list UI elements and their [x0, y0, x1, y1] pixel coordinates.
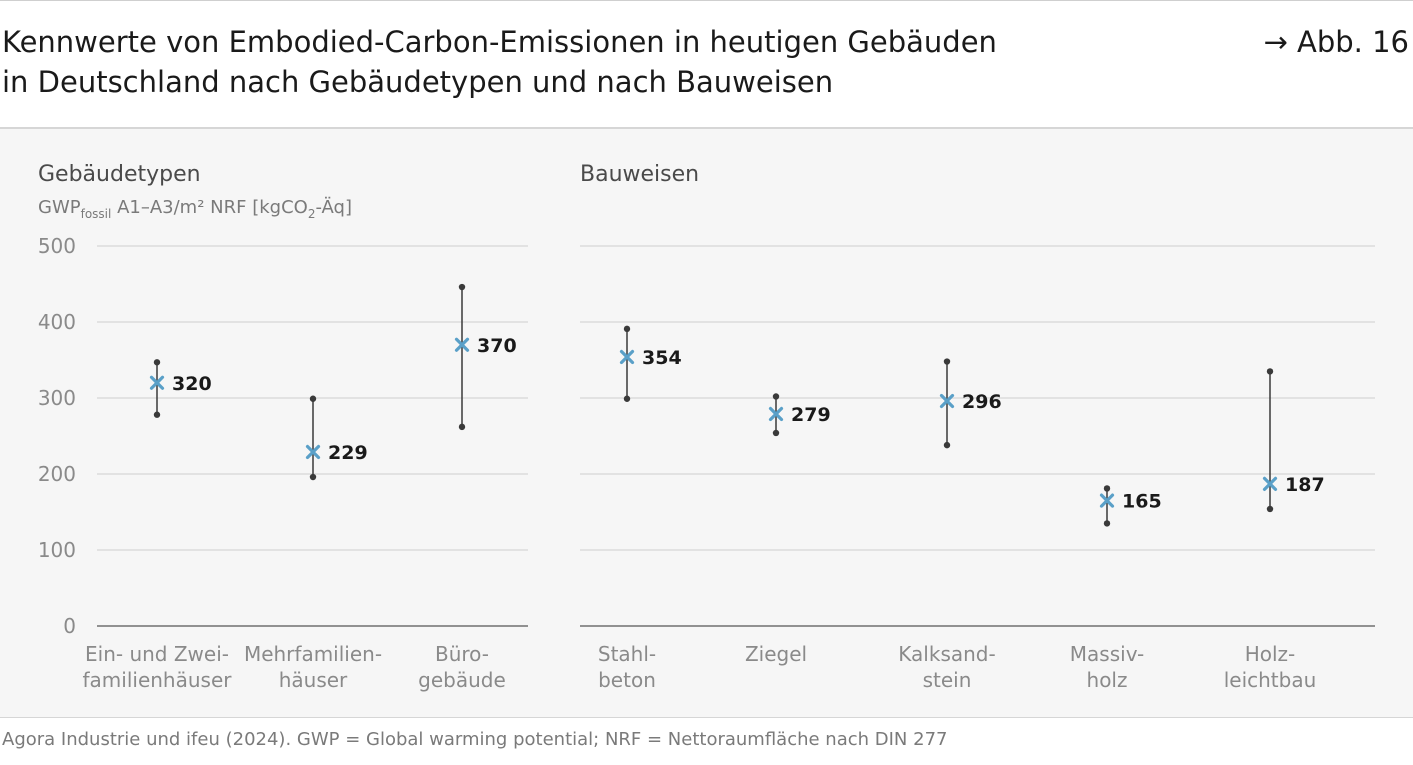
- mean-marker: [305, 444, 321, 460]
- unit-sub2: 2: [308, 207, 316, 221]
- value-label: 296: [962, 391, 1002, 413]
- figure-title: Kennwerte von Embodied-Carbon-Emissionen…: [2, 22, 997, 102]
- value-label: 370: [477, 335, 517, 357]
- y-unit-label: GWPfossil A1–A3/m² NRF [kgCO2-Äq]: [38, 197, 352, 221]
- category-label: stein: [923, 668, 972, 692]
- y-tick-label: 200: [38, 462, 76, 486]
- panel-title-bauweisen: Bauweisen: [580, 162, 699, 187]
- value-label: 187: [1285, 474, 1325, 496]
- chart-marks: 0 100 200 300 400 500 Ein- und Zwei-familienhä…: [38, 234, 1375, 692]
- min-dot: [1266, 505, 1274, 513]
- max-dot: [623, 325, 631, 333]
- y-tick-label: 100: [38, 538, 76, 562]
- source-note: Agora Industrie und ifeu (2024). GWP = G…: [2, 729, 948, 750]
- min-dot: [772, 429, 780, 437]
- panel-title-gebaeudetypen: Gebäudetypen: [38, 162, 201, 187]
- title-line-2: in Deutschland nach Gebäudetypen und nac…: [2, 65, 834, 99]
- category-label: gebäude: [418, 668, 506, 692]
- mean-marker: [939, 393, 955, 409]
- min-dot: [309, 473, 317, 481]
- mean-marker: [619, 349, 635, 365]
- category-label: Mehrfamilien-: [244, 642, 382, 666]
- category-label: häuser: [279, 668, 348, 692]
- y-tick-label: 500: [38, 234, 76, 258]
- title-line-1: Kennwerte von Embodied-Carbon-Emissionen…: [2, 25, 997, 59]
- min-dot: [1103, 520, 1111, 527]
- category-label: Holz-: [1245, 642, 1296, 666]
- mean-marker: [1262, 476, 1278, 491]
- min-dot: [943, 441, 951, 449]
- value-label: 354: [642, 347, 682, 369]
- mean-marker: [1099, 493, 1115, 508]
- max-dot: [458, 283, 466, 291]
- mean-marker: [149, 375, 165, 390]
- category-label: Büro-: [435, 642, 489, 666]
- value-label: 279: [791, 404, 831, 426]
- max-dot: [153, 359, 161, 366]
- y-tick-label: 400: [38, 310, 76, 334]
- min-dot: [458, 423, 466, 431]
- mean-marker: [768, 406, 784, 422]
- figure-reference: → Abb. 16: [1263, 25, 1409, 59]
- mean-marker: [454, 337, 470, 352]
- max-dot: [943, 358, 951, 365]
- unit-base: GWP: [38, 197, 81, 218]
- value-label: 165: [1122, 491, 1162, 513]
- chart-panel: [0, 127, 1413, 718]
- category-label: Stahl-: [598, 642, 656, 666]
- max-dot: [309, 395, 317, 402]
- unit-rest: A1–A3/m² NRF [kgCO: [111, 197, 307, 218]
- unit-tail: -Äq]: [315, 197, 352, 218]
- category-label: Ziegel: [745, 642, 807, 666]
- category-label: Kalksand-: [898, 642, 995, 666]
- category-label: familienhäuser: [83, 668, 233, 692]
- category-label: Massiv-: [1070, 642, 1144, 666]
- top-rule: [0, 0, 1413, 1]
- category-label: Ein- und Zwei-: [85, 642, 229, 666]
- unit-sub: fossil: [81, 207, 112, 221]
- min-dot: [153, 411, 161, 418]
- max-dot: [1103, 485, 1111, 492]
- category-label: beton: [598, 668, 656, 692]
- category-label: holz: [1087, 668, 1128, 692]
- category-label: leichtbau: [1224, 668, 1317, 692]
- y-tick-label: 300: [38, 386, 76, 410]
- min-dot: [623, 395, 631, 402]
- max-dot: [1266, 368, 1274, 375]
- value-label: 320: [172, 373, 212, 395]
- max-dot: [772, 393, 780, 400]
- value-label: 229: [328, 442, 368, 464]
- y-tick-label: 0: [63, 614, 76, 638]
